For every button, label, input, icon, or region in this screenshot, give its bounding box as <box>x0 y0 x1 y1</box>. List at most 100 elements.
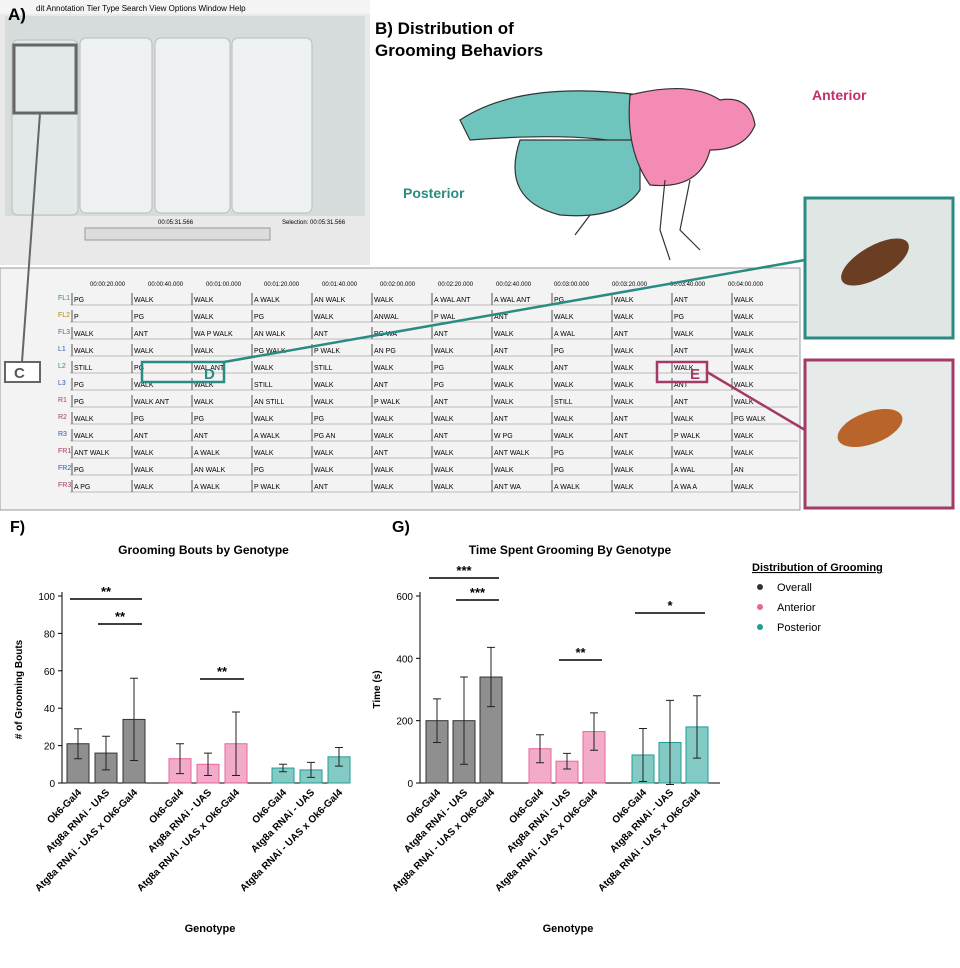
callout-box <box>140 360 226 384</box>
tier-label: ANT <box>494 416 509 423</box>
time: 00:05:31.566 <box>158 220 194 226</box>
chamber <box>154 37 231 214</box>
tier-label: P <box>74 314 79 321</box>
tier-label: ANT <box>614 433 629 440</box>
tier-label: ANT <box>494 314 509 321</box>
tier-label: WALK <box>734 331 754 338</box>
error-bar <box>693 695 701 759</box>
tier-label: WALK <box>314 450 334 457</box>
fly-photo <box>803 196 955 340</box>
error-bar <box>232 711 240 777</box>
time-label: 00:00:40.000 <box>148 282 184 288</box>
time-label: 00:03:00.000 <box>554 282 590 288</box>
tier-label: WALK <box>134 450 154 457</box>
tier-label: PG <box>434 382 444 389</box>
tier-label: WALK <box>434 467 454 474</box>
y-axis-label: Time (s) <box>372 670 383 708</box>
tier-label: ANT <box>614 416 629 423</box>
error-bar <box>335 746 343 767</box>
tier-label: PG <box>74 382 84 389</box>
tier-name: R1 <box>58 397 67 404</box>
tier-label: WALK <box>614 450 634 457</box>
chart-title: Grooming Bouts by Genotype <box>118 543 289 557</box>
tier-label: PG <box>74 297 84 304</box>
x-axis-label: Genotype <box>543 923 594 935</box>
tier-label: WALK <box>734 297 754 304</box>
tier-label: WALK <box>314 467 334 474</box>
anterior-label: Anterior <box>812 87 867 103</box>
tier-label: WALK <box>314 382 334 389</box>
error-bar <box>176 743 184 775</box>
tier-label: PG <box>254 467 264 474</box>
tier-label: ANT <box>134 433 149 440</box>
y-tick-label: 80 <box>44 629 56 640</box>
tier-name: L3 <box>58 380 66 387</box>
time-label: 00:02:40.000 <box>496 282 532 288</box>
fly <box>841 238 909 286</box>
tier-label: ANT <box>434 331 449 338</box>
tier-label: WALK <box>554 433 574 440</box>
chart-title: Time Spent Grooming By Genotype <box>469 543 672 557</box>
tier-label: WALK <box>614 348 634 355</box>
x-tick-label: Atg8a RNAi - UAS x Ok6-Gal4 <box>390 787 497 894</box>
tier-panel <box>0 267 801 511</box>
menu-bar <box>0 0 370 14</box>
tier-label: ANT <box>314 484 329 491</box>
callout: D <box>204 366 215 383</box>
selection: Selection: 00:05:31.566 <box>282 220 346 226</box>
tier-label: ANT <box>674 348 689 355</box>
chamber <box>79 37 153 214</box>
tier-label: ANT <box>494 348 509 355</box>
y-tick-label: 200 <box>396 717 413 728</box>
y-tick-label: 0 <box>407 779 413 790</box>
chamber <box>11 39 79 216</box>
significance-label: ** <box>575 645 586 660</box>
tier-label: WALK <box>434 450 454 457</box>
tier-label: ANT <box>374 450 389 457</box>
tier-name: FL1 <box>58 295 70 302</box>
tier-label: PG <box>434 365 444 372</box>
tier-label: WALK <box>134 297 154 304</box>
tier-label: WALK <box>614 365 634 372</box>
error-bar <box>102 735 110 771</box>
tier-label: WALK <box>674 331 694 338</box>
tier-label: WALK <box>554 314 574 321</box>
tier-label: ANT <box>434 433 449 440</box>
panel-label: F) <box>10 519 25 536</box>
tier-label: WALK <box>734 365 754 372</box>
tier-name: FR2 <box>58 465 71 472</box>
tier-label: WALK <box>494 331 514 338</box>
tier-name: FL3 <box>58 329 70 336</box>
tier-label: WALK <box>134 484 154 491</box>
menu: dit Annotation Tier Type Search View Opt… <box>36 4 246 13</box>
tier-label: WAL ANT <box>194 365 225 372</box>
tier-name: R2 <box>58 414 67 421</box>
legend-label: Anterior <box>777 602 816 614</box>
tier-label: A PG <box>74 484 90 491</box>
time-label: 00:01:00.000 <box>206 282 242 288</box>
y-tick-label: 20 <box>44 742 56 753</box>
legend-label: Posterior <box>777 622 821 634</box>
significance-label: *** <box>470 585 486 600</box>
tier-label: WALK <box>494 467 514 474</box>
tier-label: WALK <box>194 399 214 406</box>
tier-label: A WAL ANT <box>434 297 471 304</box>
tier-label: WALK <box>674 450 694 457</box>
tier-label: WALK <box>734 382 754 389</box>
tier-label: WALK <box>494 365 514 372</box>
fly-drawing <box>459 88 756 261</box>
error-bar <box>204 752 212 777</box>
panel-label: G) <box>392 519 410 536</box>
tiers: 00:00:20.000 00:00:40.000 00:01:00.000 00:0… <box>58 282 798 493</box>
tier-label: ANT <box>674 382 689 389</box>
significance-label: * <box>667 598 673 613</box>
chamber <box>231 37 313 214</box>
tier-label: W PG <box>494 433 513 440</box>
tier-label: A WAL <box>554 331 575 338</box>
tier-name: FR1 <box>58 448 71 455</box>
player-controls <box>84 227 271 241</box>
tier-name: R3 <box>58 431 67 438</box>
y-tick-label: 100 <box>38 592 55 603</box>
time-label: 00:03:40.000 <box>670 282 706 288</box>
